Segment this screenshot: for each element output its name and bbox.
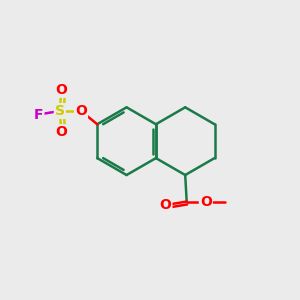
Text: O: O — [56, 125, 67, 139]
Text: S: S — [55, 104, 65, 118]
Text: F: F — [34, 107, 43, 122]
Text: O: O — [200, 194, 212, 208]
Text: O: O — [56, 83, 67, 97]
Text: O: O — [160, 198, 171, 212]
Text: O: O — [75, 104, 87, 118]
